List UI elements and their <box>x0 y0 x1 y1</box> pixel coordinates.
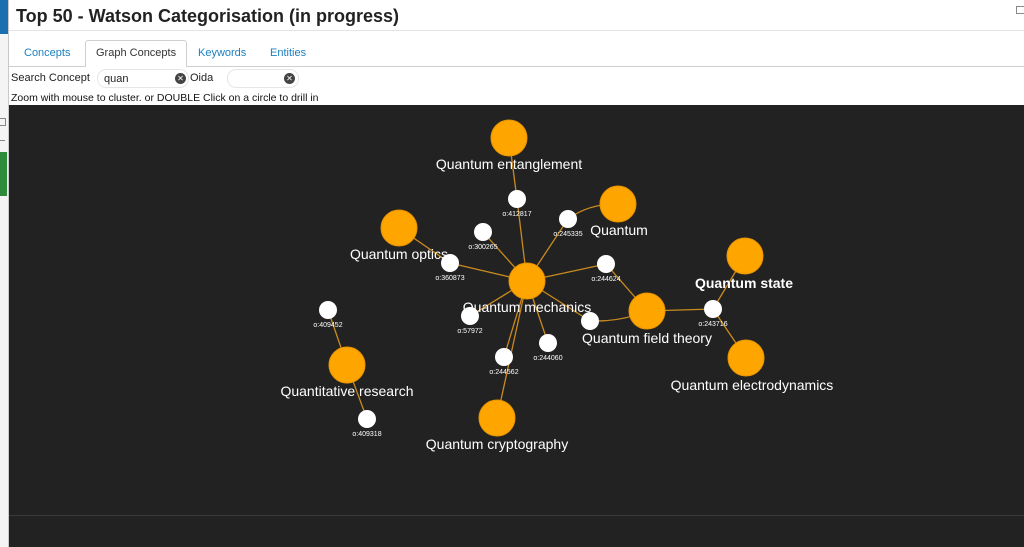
concept-node[interactable] <box>508 262 546 300</box>
concept-node-label: Quantum field theory <box>582 330 712 346</box>
document-node-label: o:244624 <box>591 276 620 283</box>
document-node-label: o:409318 <box>352 431 381 438</box>
concept-node-label: Quantum optics <box>350 246 448 262</box>
concept-node-label: Quantum cryptography <box>426 436 568 452</box>
concept-node-label: Quantum entanglement <box>436 156 582 172</box>
document-node[interactable] <box>474 223 492 241</box>
document-node-label: o:243716 <box>698 321 727 328</box>
document-node[interactable] <box>319 301 337 319</box>
tab-keywords[interactable]: Keywords <box>198 47 247 59</box>
clear-oid-icon[interactable]: ✕ <box>284 73 295 84</box>
title-divider <box>9 30 1024 31</box>
concept-node[interactable] <box>490 119 528 157</box>
tab-bar: Concepts Graph Concepts Keywords Entitie… <box>9 40 1024 68</box>
concept-node[interactable] <box>628 292 666 330</box>
tab-concepts[interactable]: Concepts <box>24 47 71 59</box>
oid-input[interactable] <box>234 72 284 86</box>
oid-label: Oida <box>190 72 214 84</box>
graph-footer-rule <box>9 515 1024 516</box>
search-concept-field[interactable]: ✕ <box>97 69 189 88</box>
clear-concept-icon[interactable]: ✕ <box>175 73 186 84</box>
document-node-label: o:360873 <box>435 275 464 282</box>
graph-hint: Zoom with mouse to cluster. or DOUBLE Cl… <box>9 92 1024 105</box>
document-node[interactable] <box>461 307 479 325</box>
concept-node[interactable] <box>599 185 637 223</box>
search-bar: Search Concept ✕ Oida ✕ <box>9 67 1024 91</box>
document-node[interactable] <box>508 190 526 208</box>
concept-node-label: Quantum <box>590 222 648 238</box>
document-node[interactable] <box>358 410 376 428</box>
background-window-badge <box>0 152 7 196</box>
concept-node-label: Quantum mechanics <box>463 299 591 315</box>
search-concept-input[interactable] <box>104 72 168 86</box>
concept-node[interactable] <box>328 346 366 384</box>
document-node[interactable] <box>581 312 599 330</box>
document-node-label: o:57972 <box>457 328 482 335</box>
dialog-title: Top 50 - Watson Categorisation (in progr… <box>16 6 400 26</box>
document-node-label: o:409452 <box>313 322 342 329</box>
document-node[interactable] <box>441 254 459 272</box>
concept-node-label: Quantum state <box>695 275 793 291</box>
concept-node[interactable] <box>478 399 516 437</box>
tab-entities[interactable]: Entities <box>270 47 307 59</box>
search-concept-label: Search Concept <box>11 72 90 84</box>
document-node-label: o:245335 <box>553 231 582 238</box>
concept-graph[interactable]: o:412817 o:300265 o:245335 o:360873 o:244624… <box>9 92 1024 547</box>
tab-graph-concepts[interactable]: Graph Concepts <box>85 40 188 68</box>
document-node-label: o:300265 <box>468 244 497 251</box>
concept-node[interactable] <box>380 209 418 247</box>
background-window-accent <box>0 0 8 34</box>
background-window-strip <box>0 0 9 547</box>
oid-field[interactable]: ✕ <box>227 69 299 88</box>
background-window-mark <box>0 140 5 146</box>
document-node-label: o:244562 <box>489 369 518 376</box>
background-window-mark <box>0 118 6 126</box>
document-node[interactable] <box>559 210 577 228</box>
document-node[interactable] <box>539 334 557 352</box>
concept-node-label: Quantitative research <box>280 383 413 399</box>
restore-window-icon[interactable] <box>1016 6 1024 14</box>
document-node-label: o:244060 <box>533 355 562 362</box>
document-node[interactable] <box>495 348 513 366</box>
document-node[interactable] <box>597 255 615 273</box>
graph-dialog: Top 50 - Watson Categorisation (in progr… <box>9 0 1024 547</box>
graph-edge <box>496 280 528 419</box>
concept-node[interactable] <box>726 237 764 275</box>
concept-node[interactable] <box>727 339 765 377</box>
document-node-label: o:412817 <box>502 211 531 218</box>
concept-node-label: Quantum electrodynamics <box>671 377 834 393</box>
graph-canvas[interactable]: o:412817 o:300265 o:245335 o:360873 o:244624… <box>9 92 1024 547</box>
document-node[interactable] <box>704 300 722 318</box>
